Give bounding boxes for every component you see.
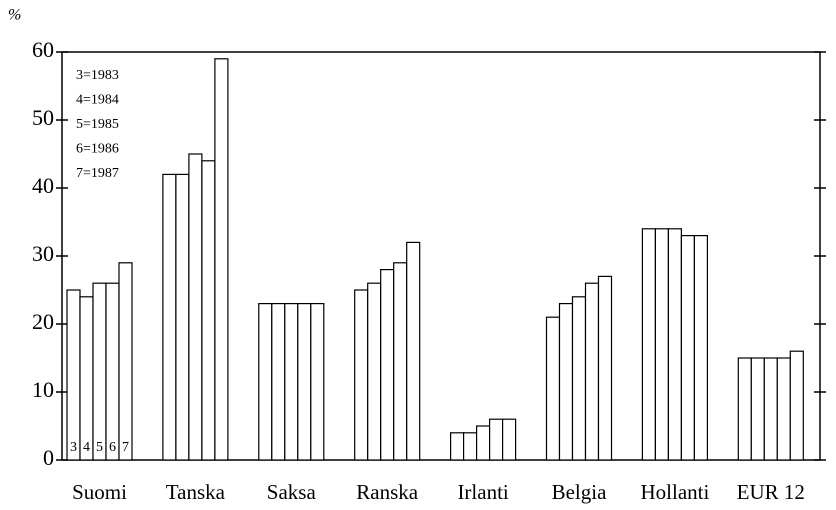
bar: [597, 275, 613, 461]
bar: [737, 357, 752, 461]
y-tick-label: 30: [32, 241, 54, 266]
bar: [297, 303, 312, 461]
bar: [367, 282, 382, 461]
series-key: 3: [70, 440, 77, 455]
bar: [750, 357, 765, 461]
legend-entry: 6=1986: [76, 142, 119, 157]
x-tick-label: EUR 12: [737, 480, 805, 504]
bar: [571, 296, 587, 461]
bar: [188, 153, 203, 461]
bar: [92, 282, 107, 461]
bar: [680, 235, 696, 461]
bar: [66, 289, 81, 461]
bar: [545, 316, 561, 461]
bar: [641, 228, 657, 461]
bar: [406, 241, 421, 461]
legend-entry: 7=1987: [76, 166, 119, 181]
bar: [201, 160, 216, 461]
bar: [502, 418, 517, 461]
bar: [258, 303, 273, 461]
bar: [450, 432, 465, 461]
bar: [214, 58, 229, 461]
bar: [667, 228, 683, 461]
y-tick-label: 10: [32, 377, 54, 402]
bar: [79, 296, 94, 461]
legend-entry: 4=1984: [76, 93, 119, 108]
bar: [284, 303, 299, 461]
series-key: 6: [109, 440, 116, 455]
bar: [271, 303, 286, 461]
bar: [489, 418, 504, 461]
bar: [654, 228, 670, 461]
y-axis-label: %: [8, 7, 21, 24]
legend-entry: 3=1983: [76, 68, 119, 83]
x-tick-label: Saksa: [267, 480, 317, 504]
legend-entry: 5=1985: [76, 117, 119, 132]
bar: [380, 269, 395, 461]
bar: [118, 262, 133, 461]
y-tick-label: 60: [32, 37, 54, 62]
x-tick-label: Suomi: [72, 480, 127, 504]
x-tick-label: Belgia: [552, 480, 607, 504]
y-tick-label: 40: [32, 173, 54, 198]
bar: [776, 357, 791, 461]
x-tick-label: Ranska: [356, 480, 419, 504]
bar: [310, 303, 325, 461]
bar: [558, 303, 574, 461]
bar: [789, 350, 804, 461]
y-tick-label: 0: [43, 445, 54, 470]
x-tick-label: Irlanti: [457, 480, 508, 504]
y-tick-label: 50: [32, 105, 54, 130]
x-tick-label: Tanska: [166, 480, 226, 504]
bar: [463, 432, 478, 461]
bar: [162, 173, 177, 461]
bar: [763, 357, 778, 461]
bar: [354, 289, 369, 461]
y-tick-label: 20: [32, 309, 54, 334]
bar: [105, 282, 120, 461]
bar: [584, 282, 600, 461]
bar: [476, 425, 491, 461]
series-key: 5: [96, 440, 103, 455]
x-tick-label: Hollanti: [640, 480, 709, 504]
bar: [175, 173, 190, 461]
series-key: 4: [83, 440, 90, 455]
bar: [393, 262, 408, 461]
bar: [693, 235, 709, 461]
series-key: 7: [122, 440, 129, 455]
